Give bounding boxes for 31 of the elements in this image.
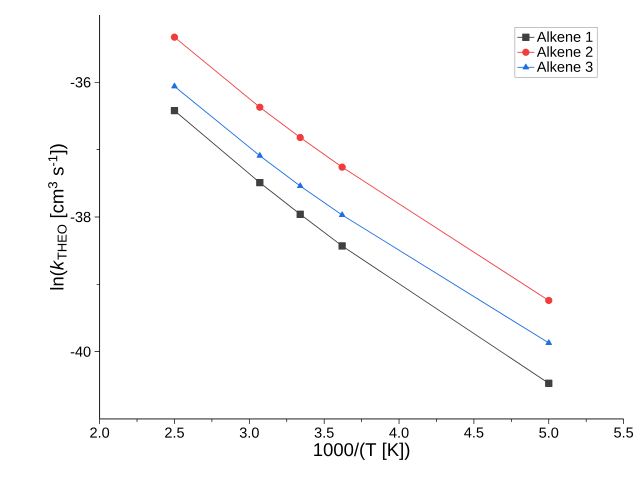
x-axis-title: 1000/(T [K]): [314, 442, 410, 460]
x-tick-label: 2.0: [90, 428, 110, 438]
point: [256, 152, 264, 158]
y-tick-label: -40: [70, 346, 91, 357]
legend-label: Alkene 1: [536, 31, 592, 42]
point: [256, 178, 264, 186]
point: [338, 211, 346, 218]
x-tick-label: 5.5: [614, 428, 634, 438]
y-tick-label: -36: [70, 77, 90, 88]
point: [256, 104, 264, 111]
point: [170, 106, 178, 114]
x-tick-label: 3.0: [240, 428, 259, 438]
legend-label: Alkene 3: [536, 61, 593, 72]
x-tick-label: 3.5: [314, 428, 334, 438]
point: [171, 82, 178, 88]
y-axis-title: ln(k$_{THEO}$ [cm$^{3}$ s$^{-1}$]): [48, 144, 68, 290]
x-tick-label: 4.5: [464, 428, 484, 438]
point: [170, 34, 178, 41]
point: [296, 210, 304, 218]
y-tick-label: -38: [70, 212, 90, 222]
point: [545, 380, 552, 387]
point: [338, 164, 346, 171]
point: [296, 134, 304, 142]
legend-label: Alkene 2: [536, 46, 592, 57]
x-tick-label: 5.0: [539, 428, 558, 438]
point: [338, 242, 346, 250]
x-tick-label: 4.0: [389, 428, 409, 438]
point: [546, 339, 552, 345]
point: [297, 182, 304, 188]
point: [545, 296, 552, 304]
x-tick-label: 2.5: [165, 428, 184, 438]
